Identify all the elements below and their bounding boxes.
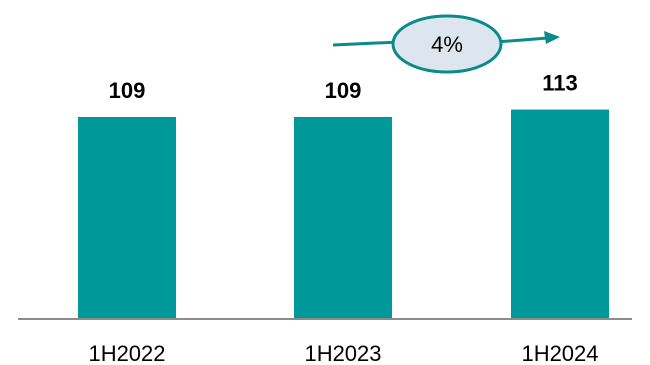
value-label-1h2024: 113 (542, 71, 578, 96)
growth-annotation: 4% (332, 14, 560, 74)
growth-arrow-head (544, 31, 560, 44)
category-label-1h2022: 1H2022 (88, 341, 165, 365)
bar-1h2022 (78, 117, 176, 319)
category-labels-group: 1H2022 1H2023 1H2024 (88, 341, 598, 365)
growth-ellipse (391, 14, 503, 74)
bar-1h2024 (511, 109, 609, 319)
bars-group (78, 109, 609, 319)
growth-percent-label: 4% (431, 32, 463, 57)
bar-1h2023 (294, 117, 392, 319)
value-labels-group: 109 109 113 (109, 71, 578, 103)
category-label-1h2023: 1H2023 (304, 341, 381, 365)
value-label-1h2022: 109 (109, 78, 146, 103)
growth-arrow-line (332, 36, 549, 47)
value-label-1h2023: 109 (325, 78, 362, 103)
category-label-1h2024: 1H2024 (521, 341, 598, 365)
